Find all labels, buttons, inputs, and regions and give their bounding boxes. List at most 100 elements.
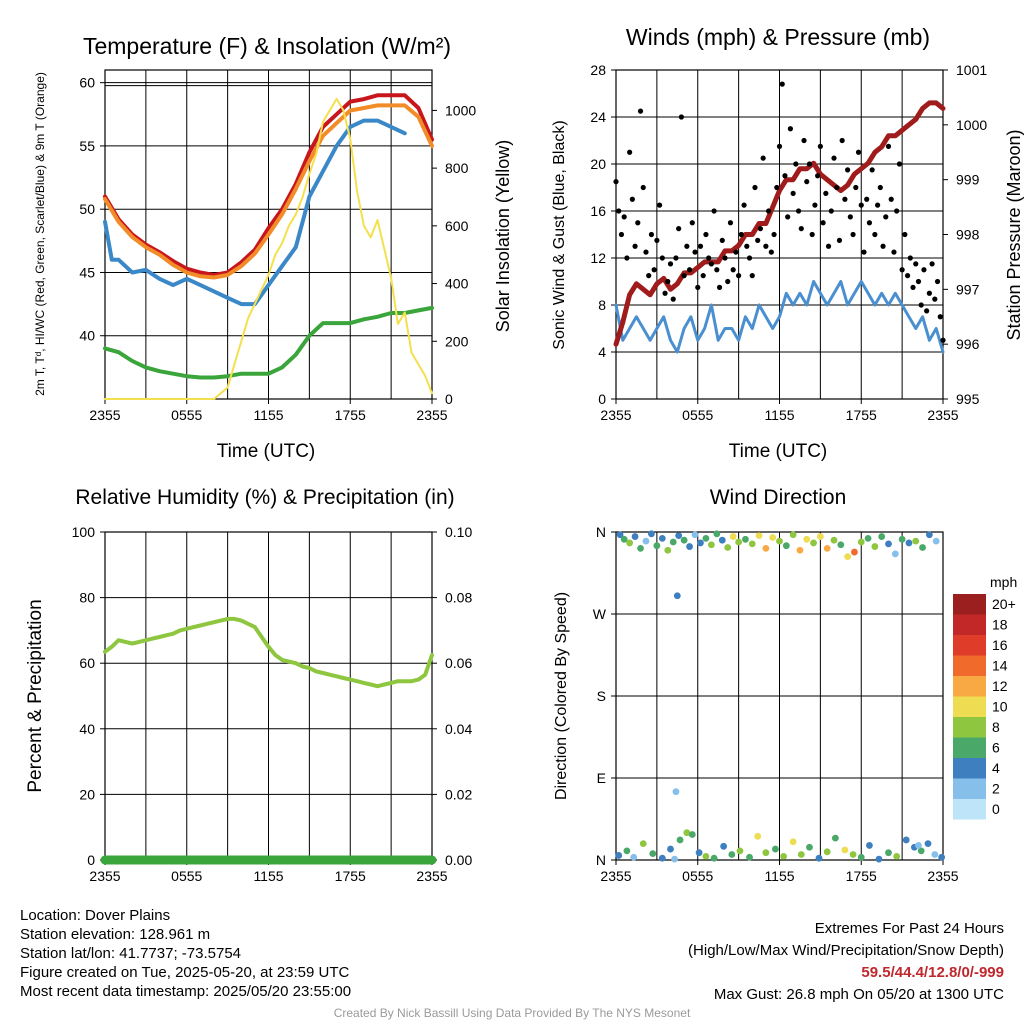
gust-point (763, 243, 769, 249)
y-tick-label: N (596, 524, 606, 540)
elevation-text: Station elevation: 128.961 m (20, 926, 211, 943)
gust-point (676, 226, 682, 232)
series-station-pressure (613, 100, 946, 347)
legend-label: 8 (992, 719, 1000, 735)
direction-point (649, 850, 657, 858)
gust-point (624, 255, 630, 261)
gust-point (940, 337, 946, 343)
gust-point (904, 273, 911, 279)
gust-point (812, 202, 818, 208)
y2-tick-label: 1001 (956, 62, 987, 78)
direction-point (925, 531, 933, 539)
gust-point (787, 126, 794, 132)
y2-tick-label: 0.00 (445, 852, 472, 868)
direction-point (905, 539, 913, 547)
gust-point (891, 249, 897, 255)
x-tick-label: 0555 (682, 868, 713, 884)
direction-point (851, 548, 858, 556)
y-tick-label: 80 (79, 590, 95, 606)
direction-point (837, 541, 845, 549)
gust-point (896, 161, 903, 167)
gust-point (823, 190, 829, 196)
y-tick-label: 24 (590, 109, 606, 125)
legend-swatch (953, 696, 986, 717)
direction-point (658, 854, 666, 862)
direction-point (616, 531, 624, 539)
direction-title: Wind Direction (710, 486, 847, 509)
y2-tick-label: 0.08 (445, 590, 472, 606)
winds-xlabel: Time (UTC) (729, 441, 828, 462)
y-tick-label: N (596, 852, 606, 868)
gust-point (880, 243, 886, 249)
direction-point (864, 534, 872, 542)
gust-point (616, 208, 622, 214)
gust-point (646, 273, 652, 279)
direction-point (844, 553, 852, 560)
speed-legend: mph 20+ 18 16 14 12 10 8 6 4 2 0 (953, 574, 1017, 820)
gust-point (918, 302, 924, 308)
direction-point (710, 854, 718, 862)
gust-point (692, 249, 698, 255)
gust-point (673, 255, 679, 261)
gust-point (689, 220, 695, 226)
direction-point (702, 534, 710, 542)
direction-point (789, 531, 797, 539)
gust-point (883, 214, 889, 220)
gust-point (746, 255, 753, 261)
gust-point (711, 208, 717, 214)
x-tick-label: 2355 (89, 407, 120, 423)
x-tick-label: 1755 (335, 407, 366, 423)
gust-point (654, 237, 660, 243)
direction-point (917, 847, 925, 855)
gust-point (722, 255, 728, 261)
direction-point (675, 532, 683, 540)
gust-point (755, 237, 761, 243)
legend-label: 2 (992, 781, 1000, 797)
gust-point (828, 208, 834, 214)
series-9m-t (103, 103, 434, 280)
direction-point (919, 544, 926, 551)
y-tick-label: 8 (598, 297, 606, 313)
gust-point (768, 249, 774, 255)
direction-point (667, 845, 674, 853)
y-tick-label: 0 (598, 391, 606, 407)
y2-tick-label: 0.06 (445, 655, 472, 671)
gust-point (736, 273, 742, 279)
gust-point (817, 143, 823, 149)
direction-point (924, 840, 932, 847)
gust-point (820, 220, 826, 226)
direction-point (707, 541, 715, 549)
direction-point (720, 842, 728, 850)
gust-point (640, 184, 646, 191)
gust-point (907, 255, 913, 261)
max-gust-text: Max Gust: 26.8 mph On 05/20 at 1300 UTC (713, 986, 1004, 1003)
direction-point (857, 538, 865, 546)
x-tick-label: 0555 (682, 407, 713, 423)
legend-label: 14 (992, 658, 1008, 674)
x-tick-label: 2355 (927, 868, 958, 884)
direction-point (782, 542, 790, 550)
gust-point (700, 273, 706, 279)
gust-point (924, 308, 930, 314)
direction-point (676, 836, 684, 844)
legend-swatch (953, 758, 986, 779)
direction-point (803, 535, 811, 543)
x-tick-label: 2355 (927, 407, 958, 423)
y2-tick-label: 800 (445, 160, 469, 176)
extremes-description: (High/Low/Max Wind/Precipitation/Snow De… (688, 942, 1004, 959)
direction-point (697, 539, 704, 547)
direction-point (683, 829, 691, 837)
x-tick-label: 2355 (89, 868, 120, 884)
gust-point (834, 184, 840, 191)
direction-point (830, 536, 838, 544)
gust-point (760, 155, 766, 161)
direction-point (623, 847, 631, 855)
y-tick-label: 60 (79, 75, 95, 91)
gust-point (836, 237, 843, 243)
gust-point (855, 149, 862, 155)
gust-point (921, 267, 927, 273)
direction-point (932, 537, 940, 545)
direction-point (630, 853, 638, 861)
gust-point (831, 155, 837, 161)
direction-ylabel: Direction (Colored By Speed) (553, 592, 570, 800)
